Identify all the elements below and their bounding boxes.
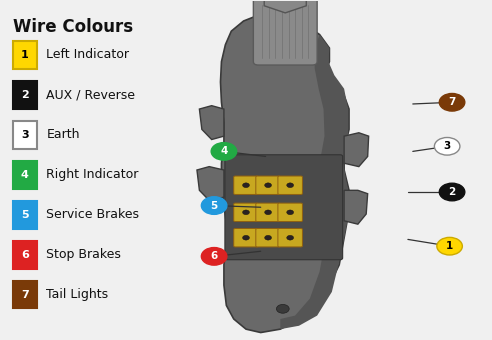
- Text: 3: 3: [443, 141, 451, 151]
- Text: 4: 4: [21, 170, 29, 180]
- FancyBboxPatch shape: [13, 241, 36, 269]
- FancyBboxPatch shape: [234, 203, 258, 222]
- Text: 6: 6: [21, 250, 29, 260]
- Circle shape: [439, 183, 465, 201]
- Text: 7: 7: [448, 97, 456, 107]
- Text: Stop Brakes: Stop Brakes: [46, 248, 121, 261]
- Circle shape: [287, 183, 294, 188]
- FancyBboxPatch shape: [256, 203, 280, 222]
- Text: 2: 2: [21, 90, 29, 100]
- Text: Service Brakes: Service Brakes: [46, 208, 139, 221]
- Circle shape: [265, 210, 272, 215]
- Text: 3: 3: [21, 130, 29, 140]
- FancyBboxPatch shape: [234, 228, 258, 247]
- Polygon shape: [197, 167, 224, 201]
- FancyBboxPatch shape: [234, 176, 258, 194]
- FancyBboxPatch shape: [13, 281, 36, 308]
- FancyBboxPatch shape: [278, 176, 303, 194]
- FancyBboxPatch shape: [13, 161, 36, 189]
- Polygon shape: [344, 133, 369, 167]
- FancyBboxPatch shape: [13, 81, 36, 109]
- Circle shape: [243, 210, 249, 215]
- Text: Tail Lights: Tail Lights: [46, 288, 108, 301]
- FancyBboxPatch shape: [13, 121, 36, 149]
- Text: 5: 5: [211, 201, 218, 210]
- Circle shape: [211, 142, 237, 160]
- Circle shape: [243, 183, 249, 188]
- Ellipse shape: [257, 27, 313, 42]
- FancyBboxPatch shape: [13, 41, 36, 69]
- Polygon shape: [264, 0, 307, 13]
- Polygon shape: [220, 14, 349, 333]
- Circle shape: [287, 210, 294, 215]
- FancyBboxPatch shape: [278, 203, 303, 222]
- FancyBboxPatch shape: [256, 176, 280, 194]
- Polygon shape: [280, 35, 348, 329]
- Circle shape: [287, 235, 294, 240]
- Polygon shape: [344, 190, 368, 224]
- FancyBboxPatch shape: [278, 228, 303, 247]
- Circle shape: [201, 197, 227, 214]
- Text: Left Indicator: Left Indicator: [46, 48, 129, 62]
- Text: 5: 5: [21, 210, 29, 220]
- Text: 2: 2: [448, 187, 456, 197]
- Polygon shape: [199, 106, 224, 139]
- Text: 7: 7: [21, 290, 29, 300]
- Circle shape: [265, 235, 272, 240]
- FancyBboxPatch shape: [13, 201, 36, 228]
- Text: Right Indicator: Right Indicator: [46, 168, 139, 181]
- Text: 1: 1: [21, 50, 29, 60]
- Text: Earth: Earth: [46, 128, 80, 141]
- Text: 4: 4: [220, 147, 228, 156]
- Text: 1: 1: [446, 241, 453, 251]
- Text: Wire Colours: Wire Colours: [13, 18, 133, 36]
- FancyBboxPatch shape: [253, 0, 317, 65]
- Text: 6: 6: [211, 251, 218, 261]
- Circle shape: [439, 94, 465, 111]
- FancyBboxPatch shape: [256, 228, 280, 247]
- FancyBboxPatch shape: [225, 155, 342, 260]
- Circle shape: [201, 248, 227, 265]
- Circle shape: [437, 237, 462, 255]
- Circle shape: [265, 183, 272, 188]
- Circle shape: [243, 235, 249, 240]
- Text: AUX / Reverse: AUX / Reverse: [46, 88, 135, 101]
- Circle shape: [277, 304, 289, 313]
- Circle shape: [434, 137, 460, 155]
